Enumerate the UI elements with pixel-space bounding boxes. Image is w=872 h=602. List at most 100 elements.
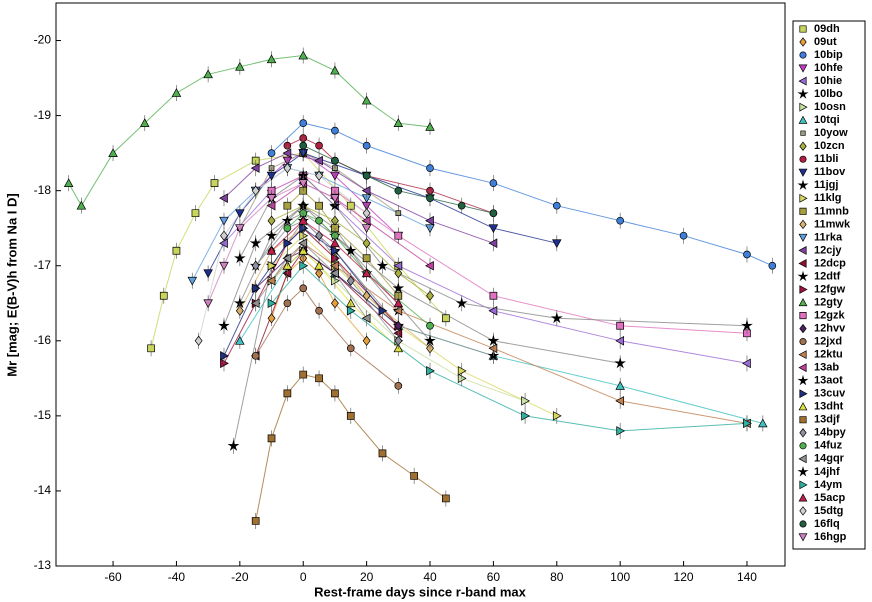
data-point bbox=[426, 366, 435, 376]
data-point bbox=[455, 297, 468, 309]
data-point bbox=[314, 155, 323, 166]
data-point bbox=[299, 260, 309, 271]
legend-label: 12dcp bbox=[814, 257, 846, 269]
y-tick-label: -20 bbox=[34, 33, 52, 47]
data-point bbox=[616, 321, 625, 330]
legend-marker bbox=[799, 442, 807, 450]
data-point bbox=[191, 209, 200, 218]
data-point bbox=[489, 209, 498, 218]
data-point bbox=[346, 201, 355, 210]
legend-marker bbox=[799, 51, 807, 59]
data-point bbox=[299, 284, 308, 293]
data-point bbox=[615, 396, 625, 406]
data-point bbox=[267, 298, 277, 309]
x-tick-label: 20 bbox=[360, 570, 374, 584]
data-point bbox=[249, 237, 262, 249]
data-point bbox=[552, 239, 562, 249]
x-tick-label: 140 bbox=[737, 570, 757, 584]
data-point bbox=[283, 389, 292, 398]
data-point bbox=[172, 246, 181, 255]
data-point bbox=[361, 95, 372, 105]
legend-marker bbox=[799, 506, 807, 516]
data-point bbox=[393, 118, 404, 127]
data-point bbox=[267, 260, 277, 271]
data-point bbox=[410, 472, 419, 480]
legend-marker bbox=[799, 338, 807, 346]
x-tick-label: 60 bbox=[487, 570, 501, 584]
legend-marker bbox=[799, 312, 807, 320]
data-point bbox=[251, 351, 260, 360]
data-point bbox=[203, 269, 213, 279]
data-point bbox=[378, 449, 387, 458]
legend-marker bbox=[798, 363, 807, 373]
data-point bbox=[283, 238, 293, 249]
data-point bbox=[299, 119, 308, 127]
legend-marker bbox=[798, 168, 808, 177]
legend-label: 14bpy bbox=[814, 427, 847, 439]
legend-label: 09ut bbox=[814, 36, 837, 48]
data-point bbox=[298, 50, 309, 60]
legend-label: 10zcn bbox=[814, 140, 845, 152]
legend-marker bbox=[799, 155, 807, 163]
legend-marker bbox=[800, 130, 806, 136]
legend-label: 13ab bbox=[814, 362, 839, 374]
data-point bbox=[235, 305, 244, 316]
data-point bbox=[314, 260, 324, 270]
legend-marker bbox=[797, 374, 809, 386]
data-point bbox=[614, 357, 626, 369]
legend-marker bbox=[799, 389, 808, 399]
data-point bbox=[283, 163, 292, 174]
data-point bbox=[266, 171, 277, 181]
data-point bbox=[298, 179, 309, 189]
data-point bbox=[171, 88, 182, 97]
data-point bbox=[283, 224, 292, 233]
legend-label: 12gty bbox=[814, 296, 844, 308]
plot-frame bbox=[55, 2, 786, 567]
legend-marker bbox=[799, 428, 807, 438]
data-point bbox=[266, 54, 277, 64]
fit-line bbox=[271, 235, 558, 417]
legend-marker bbox=[797, 179, 809, 190]
legend-label: 12cjy bbox=[814, 244, 842, 256]
data-point bbox=[267, 313, 276, 324]
legend-label: 10osn bbox=[814, 101, 846, 113]
data-point bbox=[362, 171, 371, 180]
data-point bbox=[219, 261, 229, 271]
data-point bbox=[346, 275, 355, 286]
data-point bbox=[552, 201, 561, 210]
legend-marker bbox=[799, 25, 807, 33]
legend-label: 11mwk bbox=[814, 218, 851, 230]
x-tick-label: -20 bbox=[231, 570, 249, 584]
data-point bbox=[282, 253, 292, 264]
data-point bbox=[331, 389, 339, 398]
x-tick-label: 0 bbox=[300, 570, 307, 584]
legend-label: 16flq bbox=[814, 518, 840, 530]
data-point bbox=[266, 200, 276, 211]
legend-label: 10hfe bbox=[814, 62, 843, 74]
data-point bbox=[250, 298, 260, 309]
data-point bbox=[331, 275, 340, 286]
legend-label: 15dtg bbox=[814, 505, 843, 517]
data-point bbox=[346, 344, 355, 353]
legend-marker bbox=[797, 270, 809, 282]
legend-label: 10tqi bbox=[814, 114, 840, 126]
data-point bbox=[235, 224, 245, 234]
y-tick-label: -17 bbox=[34, 258, 52, 272]
data-point bbox=[442, 314, 450, 323]
data-point bbox=[425, 121, 435, 131]
fit-line bbox=[255, 220, 399, 342]
data-point bbox=[488, 238, 498, 249]
data-point bbox=[344, 244, 357, 256]
data-point bbox=[457, 366, 467, 376]
data-point bbox=[361, 215, 371, 226]
legend-marker bbox=[798, 350, 807, 360]
data-point bbox=[315, 306, 323, 315]
legend-label: 12hvv bbox=[814, 322, 846, 334]
data-point bbox=[63, 178, 74, 188]
data-point bbox=[330, 238, 340, 248]
data-point bbox=[362, 141, 371, 150]
data-point bbox=[203, 69, 213, 79]
legend-label: 11klg bbox=[814, 192, 842, 204]
data-point bbox=[315, 216, 323, 225]
fit-line bbox=[223, 227, 383, 357]
